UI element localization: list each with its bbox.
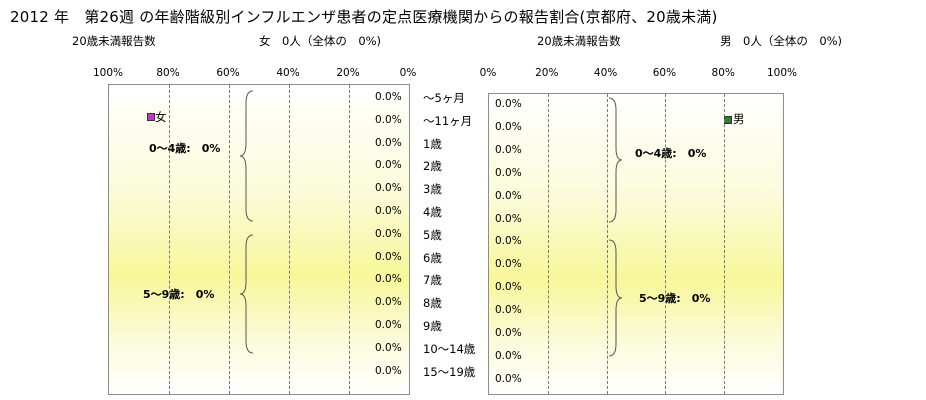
right-group-braces — [608, 97, 623, 357]
age-label: ～11ヶ月 — [423, 113, 473, 128]
right-x-tick: 40% — [593, 67, 618, 79]
left-value-label: 0.0% — [375, 273, 402, 286]
left-x-tick: 20% — [336, 67, 360, 79]
left-count-label: 20歳未満報告数 — [72, 34, 156, 48]
left-sex-summary: 女 0人（全体の 0%) — [259, 34, 382, 48]
age-label: 10～14歳 — [423, 341, 476, 356]
left-gridline — [349, 85, 350, 394]
left-x-tick: 40% — [276, 67, 300, 79]
left-value-label: 0.0% — [375, 205, 402, 217]
left-value-label: 0.0% — [375, 296, 402, 309]
left-gridline — [169, 85, 170, 394]
right-gridline — [606, 94, 608, 394]
right-gridline — [724, 94, 726, 394]
male-legend-label: 男 — [733, 112, 745, 126]
right-gridline — [665, 94, 667, 394]
right-value-label: 0.0% — [495, 212, 522, 225]
age-label: 2歳 — [423, 159, 442, 174]
right-value-label: 0.0% — [495, 120, 522, 133]
right-plot-area: 男 0～4歳: 0% 5～9歳: 0% 0.0% 0.0% 0.0% 0.0% 0.0%… — [488, 93, 784, 395]
right-value-label: 0.0% — [495, 349, 522, 362]
left-value-label: 0.0% — [375, 113, 402, 126]
left-value-label: 0.0% — [375, 341, 402, 354]
age-label: 4歳 — [423, 205, 442, 219]
right-value-label: 0.0% — [495, 143, 522, 156]
left-value-label: 0.0% — [375, 364, 402, 377]
right-gridline — [547, 94, 549, 394]
left-value-label: 0.0% — [375, 91, 402, 103]
left-value-label: 0.0% — [375, 250, 402, 263]
left-value-label: 0.0% — [375, 159, 402, 172]
left-value-label: 0.0% — [375, 227, 402, 240]
right-value-label: 0.0% — [495, 98, 522, 110]
age-label: 7歳 — [423, 273, 442, 288]
age-label: 6歳 — [423, 250, 442, 265]
right-sex-summary: 男 0人（全体の 0%) — [720, 34, 843, 48]
age-label: 5歳 — [423, 227, 442, 242]
male-legend-marker — [724, 116, 732, 124]
age-label: 9歳 — [423, 319, 442, 333]
right-value-label: 0.0% — [495, 166, 522, 179]
left-gridline — [229, 85, 230, 394]
chart-title: 2012 年 第26週 の年齢階級別インフルエンザ患者の定点医療機関からの報告割… — [10, 8, 718, 26]
female-legend-marker — [147, 113, 155, 121]
left-x-tick: 80% — [156, 67, 180, 79]
age-label: 1歳 — [423, 136, 442, 151]
left-x-tick: 0% — [399, 67, 417, 79]
age-label: 3歳 — [423, 182, 442, 197]
right-x-tick: 20% — [535, 67, 559, 79]
left-group-label-5-9: 5～9歳: 0% — [143, 288, 215, 301]
age-label: ～5ヶ月 — [423, 91, 465, 105]
right-value-label: 0.0% — [495, 235, 522, 248]
left-value-label: 0.0% — [375, 136, 402, 149]
right-value-label: 0.0% — [495, 189, 522, 202]
right-group-label-5-9: 5～9歳: 0% — [639, 292, 711, 305]
left-plot-area: 女 0～4歳: 0% 5～9歳: 0% — [108, 84, 410, 395]
right-x-tick: 80% — [711, 67, 735, 79]
right-group-label-0-4: 0～4歳: 0% — [635, 147, 707, 160]
right-value-label: 0.0% — [495, 281, 522, 294]
left-x-tick: 100% — [92, 67, 124, 79]
right-count-label: 20歳未満報告数 — [537, 34, 621, 48]
right-value-label: 0.0% — [495, 258, 522, 271]
left-gridline — [289, 85, 290, 394]
age-label: 8歳 — [423, 296, 442, 311]
right-x-tick: 60% — [652, 67, 677, 79]
right-value-label: 0.0% — [495, 304, 522, 317]
left-value-label: 0.0% — [375, 319, 402, 331]
right-x-tick: 0% — [479, 67, 497, 79]
right-value-label: 0.0% — [495, 327, 522, 339]
right-x-tick: 100% — [766, 67, 798, 79]
left-value-label: 0.0% — [375, 182, 402, 195]
left-x-tick: 60% — [216, 67, 240, 79]
right-value-label: 0.0% — [495, 372, 522, 385]
left-group-label-0-4: 0～4歳: 0% — [149, 142, 221, 155]
left-group-braces — [239, 90, 254, 354]
female-legend-label: 女 — [155, 110, 167, 124]
age-label: 15～19歳 — [423, 364, 476, 379]
